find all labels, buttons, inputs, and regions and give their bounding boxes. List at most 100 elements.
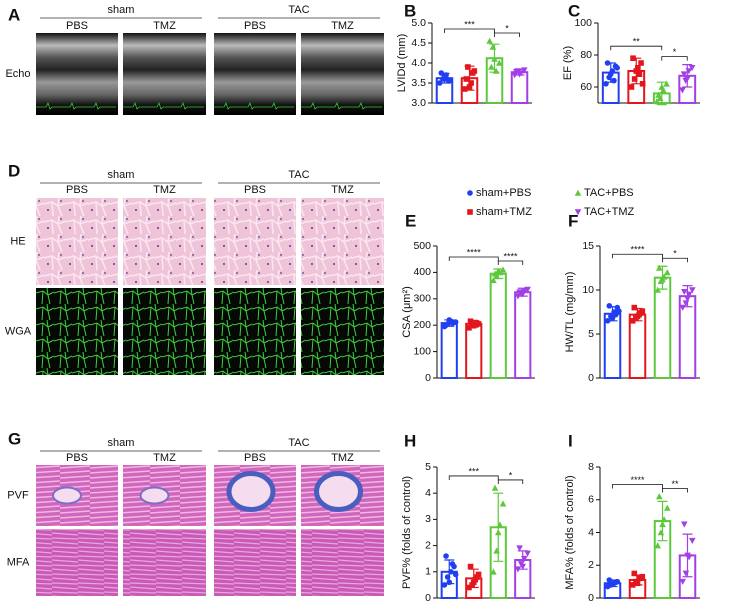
significance-label: ** xyxy=(671,479,679,489)
data-point xyxy=(604,318,611,324)
data-point xyxy=(681,521,688,528)
column-label: PBS xyxy=(244,20,266,32)
data-point xyxy=(638,60,644,66)
y-axis-label: CSA (μm²) xyxy=(401,286,413,338)
data-point xyxy=(604,60,611,66)
data-point xyxy=(490,568,497,575)
panel-letter: A xyxy=(8,5,20,24)
y-tick-label: 100 xyxy=(413,345,431,357)
data-point xyxy=(654,286,661,293)
data-point xyxy=(494,267,502,274)
micrograph xyxy=(123,529,206,596)
data-point xyxy=(685,68,693,75)
y-tick-label: 8 xyxy=(588,461,594,473)
y-tick-label: 100 xyxy=(574,17,592,29)
data-point xyxy=(631,304,638,311)
bar xyxy=(489,272,507,379)
y-tick-label: 5 xyxy=(588,328,594,340)
y-tick-label: 5 xyxy=(425,461,431,473)
column-label: TMZ xyxy=(331,452,354,464)
y-tick-label: 2 xyxy=(425,539,431,551)
y-tick-label: 200 xyxy=(413,319,431,331)
data-point xyxy=(639,573,646,580)
data-point xyxy=(684,296,691,303)
data-point xyxy=(474,574,480,580)
column-label: TMZ xyxy=(153,20,176,32)
data-point xyxy=(612,579,619,586)
data-point xyxy=(629,318,636,324)
micrograph xyxy=(36,288,118,375)
data-point xyxy=(631,570,638,577)
vessel xyxy=(52,486,82,505)
data-point xyxy=(466,325,472,331)
significance-bracket xyxy=(661,56,688,61)
data-point xyxy=(637,310,644,316)
y-axis-label: EF (%) xyxy=(562,46,574,80)
y-tick-label: 500 xyxy=(413,240,431,252)
y-tick-label: 400 xyxy=(413,266,431,278)
y-axis-label: MFA% (folds of control) xyxy=(564,475,576,589)
data-point xyxy=(486,37,493,44)
ecg-trace xyxy=(301,101,382,110)
legend-label: sham+TMZ xyxy=(476,206,532,218)
significance-bracket xyxy=(662,488,688,493)
data-point xyxy=(524,550,531,557)
micrograph xyxy=(36,198,118,285)
y-tick-label: 4.0 xyxy=(411,57,426,69)
y-tick-label: 80 xyxy=(580,49,592,61)
column-label: TMZ xyxy=(331,184,354,196)
significance-bracket xyxy=(448,475,499,480)
y-axis-label: PVF% (folds of control) xyxy=(401,476,413,589)
data-point xyxy=(680,71,688,78)
data-point xyxy=(611,77,617,84)
significance-label: * xyxy=(505,23,509,33)
data-point xyxy=(516,289,523,296)
data-point xyxy=(682,570,690,577)
data-point xyxy=(444,574,451,580)
y-axis-label: LVIDd (mm) xyxy=(396,34,408,92)
data-point xyxy=(491,55,498,62)
data-point xyxy=(452,319,459,325)
data-point xyxy=(634,313,641,320)
data-point xyxy=(489,43,497,50)
group-label: TAC xyxy=(288,4,309,16)
data-point xyxy=(461,86,468,92)
data-point xyxy=(664,269,671,276)
significance-bracket xyxy=(497,260,524,265)
significance-label: **** xyxy=(630,475,645,485)
data-point xyxy=(634,580,641,587)
panel-letter: C xyxy=(568,1,580,20)
micrograph xyxy=(301,33,384,115)
y-tick-label: 2 xyxy=(588,559,594,571)
data-point xyxy=(496,521,504,528)
data-point xyxy=(470,322,477,329)
data-point xyxy=(679,304,686,311)
data-point xyxy=(681,288,688,296)
panel-letter: G xyxy=(8,429,21,448)
data-point xyxy=(519,563,527,570)
data-point xyxy=(524,286,531,293)
data-point xyxy=(654,542,661,549)
data-point xyxy=(659,276,666,283)
data-point xyxy=(436,80,443,86)
data-point xyxy=(636,71,643,77)
data-point xyxy=(496,59,503,66)
data-point xyxy=(446,579,453,586)
ecg-trace xyxy=(214,101,294,110)
data-point xyxy=(521,555,528,562)
column-label: PBS xyxy=(244,452,266,464)
data-point xyxy=(679,87,686,94)
significance-bracket xyxy=(610,45,663,51)
micrograph xyxy=(301,529,384,596)
data-point xyxy=(607,71,614,77)
group-label: sham xyxy=(108,169,135,181)
data-point xyxy=(683,76,691,83)
panel-letter: H xyxy=(404,431,416,450)
significance-label: * xyxy=(673,249,677,259)
vessel xyxy=(139,486,170,505)
y-tick-label: 6 xyxy=(588,494,594,506)
bar xyxy=(514,291,532,380)
data-point xyxy=(521,67,528,74)
